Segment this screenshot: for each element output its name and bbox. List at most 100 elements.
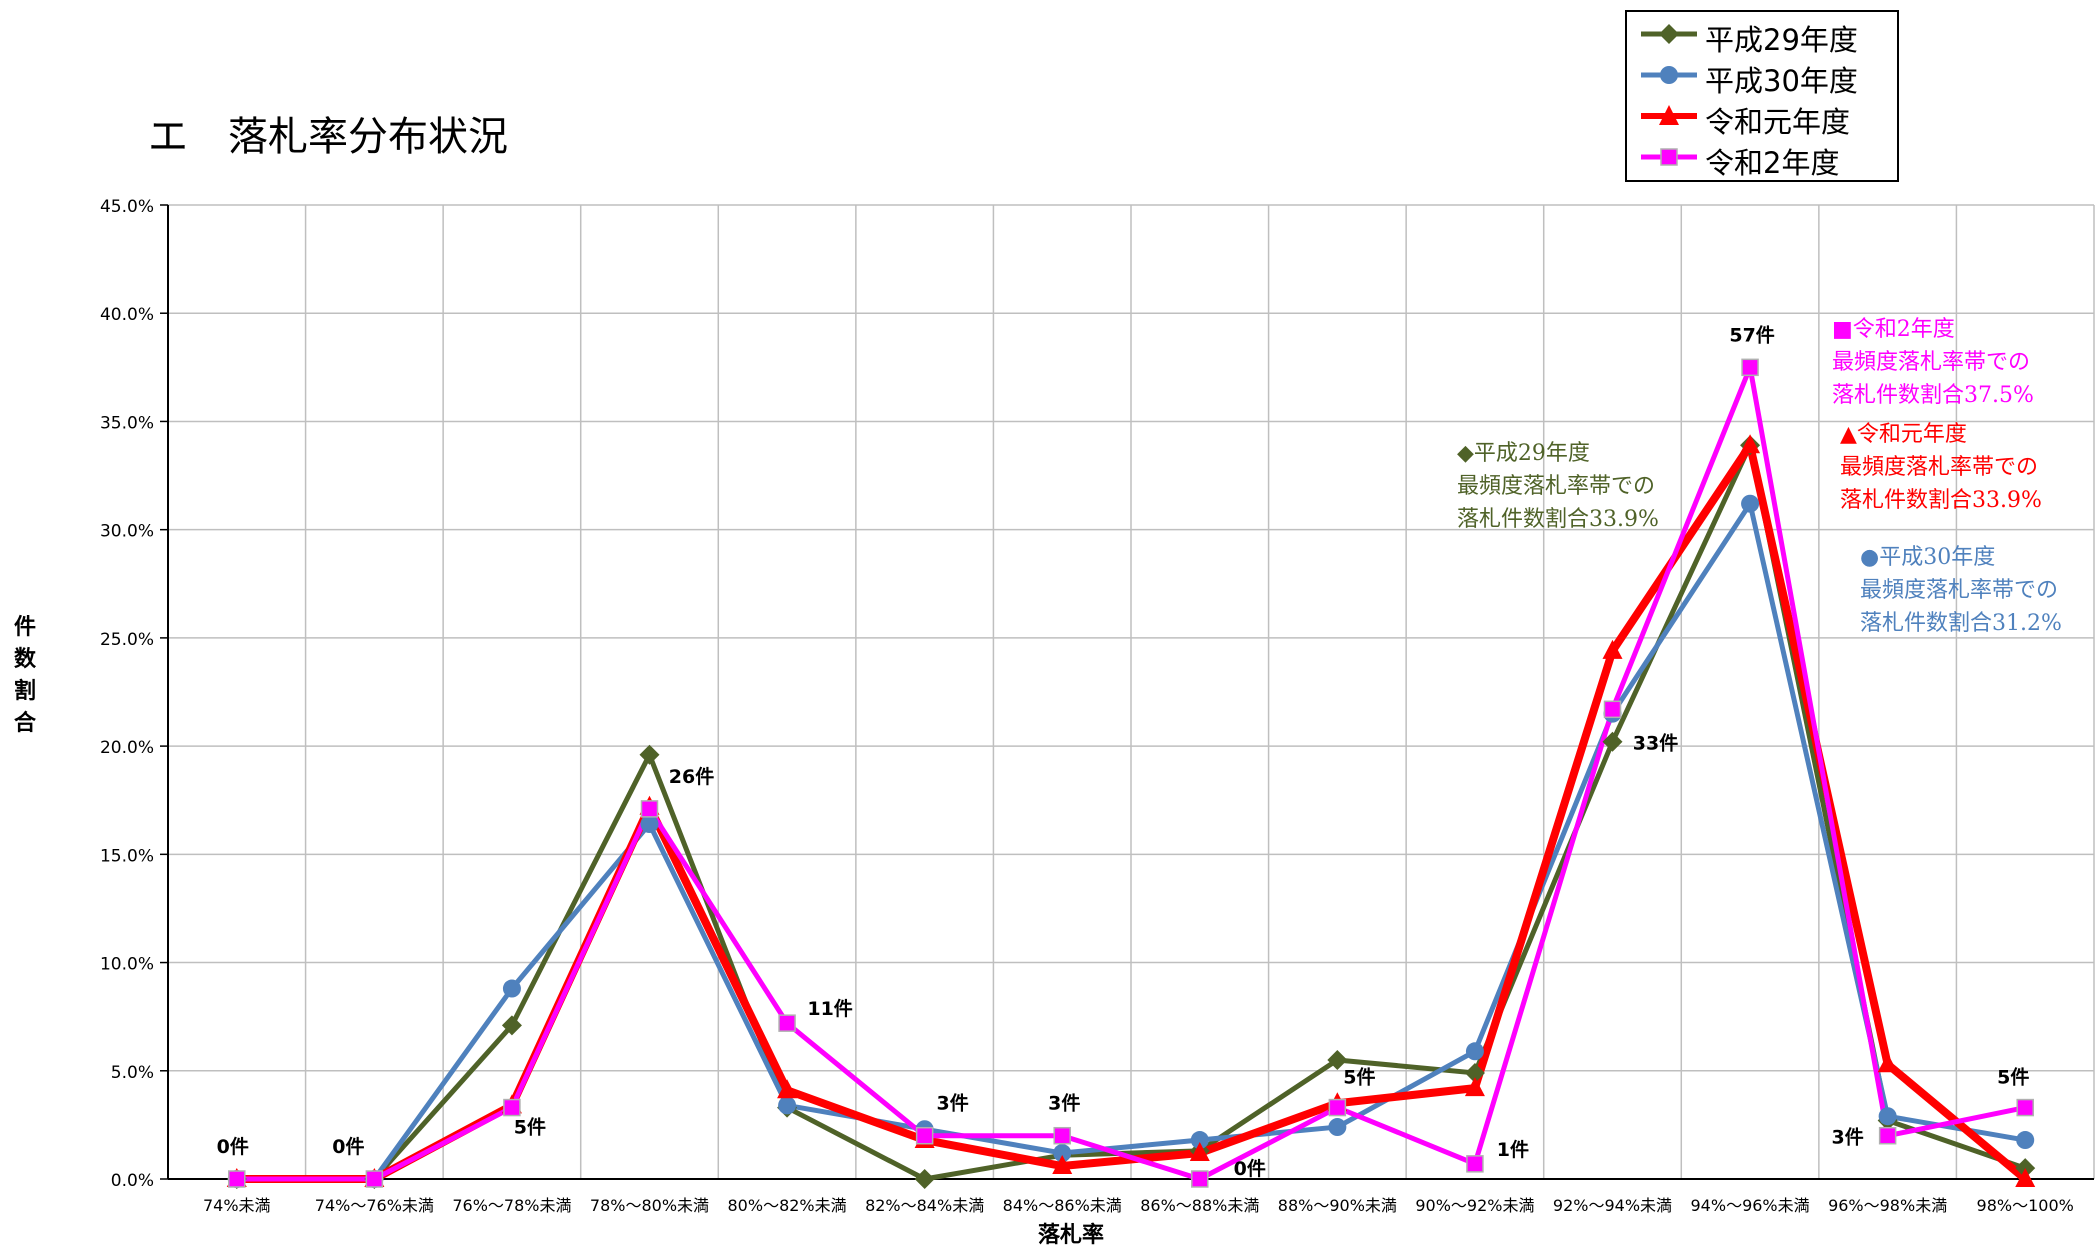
data-label: 0件 <box>332 1135 364 1158</box>
data-label: 5件 <box>1343 1066 1375 1089</box>
square-icon: ■ <box>1832 317 1853 342</box>
annotation-line: 最頻度落札率帯での <box>1832 350 2031 375</box>
annotation-line: 最頻度落札率帯での <box>1840 455 2039 480</box>
data-label: 3件 <box>1832 1126 1864 1149</box>
data-point-square <box>1603 700 1622 719</box>
data-point-circle <box>1328 1118 1347 1137</box>
x-tick-label: 74%未満 <box>203 1196 271 1215</box>
data-point-circle <box>1878 1107 1897 1126</box>
data-label: 5件 <box>1997 1066 2029 1089</box>
grid-lines <box>168 204 2095 1179</box>
y-tick-label: 5.0% <box>111 1063 154 1083</box>
x-tick-label: 90%～92%未満 <box>1415 1196 1534 1215</box>
x-tick-label: 94%～96%未満 <box>1691 1196 1810 1215</box>
data-point-triangle <box>1189 1142 1210 1162</box>
y-tick-label: 25.0% <box>100 630 154 650</box>
y-tick-label: 15.0% <box>100 846 154 866</box>
data-point-triangle <box>777 1079 798 1099</box>
data-point-square <box>1053 1126 1071 1145</box>
data-point-circle <box>502 979 521 998</box>
data-point-diamond <box>501 1015 522 1036</box>
data-point-square <box>503 1098 521 1117</box>
data-point-square <box>1191 1170 1209 1188</box>
series-line <box>236 501 2026 1182</box>
data-point-square <box>640 800 659 818</box>
data-label: 57件 <box>1729 323 1774 346</box>
data-point-circle <box>1741 494 1760 513</box>
annotation-title: 平成30年度 <box>1879 545 1996 570</box>
legend-label: 令和元年度 <box>1705 105 1851 139</box>
data-point-square <box>1878 1126 1897 1145</box>
annotation-h30: ●平成30年度 最頻度落札率帯での 落札件数割合31.2% <box>1860 541 2062 640</box>
data-point-circle <box>778 1096 797 1115</box>
x-tick-label: 74%～76%未満 <box>315 1196 434 1215</box>
x-tick-label: 98%～100% <box>1977 1196 2074 1215</box>
data-point-square <box>2016 1098 2034 1117</box>
x-tick-label: 76%～78%未満 <box>452 1196 571 1215</box>
circle-marker-icon <box>1641 66 1697 84</box>
y-tick-label: 0.0% <box>111 1171 154 1191</box>
annotation-h29: ◆平成29年度 最頻度落札率帯での 落札件数割合33.9% <box>1457 437 1659 536</box>
annotation-line: 最頻度落札率帯での <box>1860 578 2059 603</box>
data-point-square <box>1328 1098 1347 1117</box>
data-point-diamond <box>1464 1062 1485 1083</box>
diamond-marker-icon <box>1641 24 1697 44</box>
x-tick-label: 86%～88%未満 <box>1140 1196 1259 1215</box>
axes: 0.0% 5.0% 10.0% 15.0% 20.0% 25.0% 30.0% 35.0% 40… <box>100 197 2094 1215</box>
annotation-line: 落札件数割合37.5% <box>1832 383 2034 408</box>
x-tick-label: 84%～86%未満 <box>1003 1196 1122 1215</box>
circle-icon: ● <box>1860 545 1880 570</box>
page-title: エ 落札率分布状況 <box>148 114 508 160</box>
data-point-triangle <box>2015 1168 2036 1187</box>
annotation-line: 落札件数割合33.9% <box>1457 507 1659 532</box>
legend-item-r1: 令和元年度 <box>1627 96 1897 139</box>
legend-label: 平成29年度 <box>1705 23 1858 57</box>
data-point-circle <box>1053 1144 1072 1163</box>
legend-item-h30: 平成30年度 <box>1627 55 1897 98</box>
data-labels: 0件 0件 5件 26件 11件 3件 3件 0件 5件 1件 33件 57件 3件 5件 <box>217 323 2030 1180</box>
data-point-circle <box>2016 1131 2035 1150</box>
data-point-square <box>365 1170 384 1188</box>
diamond-icon: ◆ <box>1457 441 1474 466</box>
y-tick-label: 35.0% <box>100 413 154 433</box>
legend-item-h29: 平成29年度 <box>1627 14 1897 57</box>
series-lines <box>236 364 2028 1183</box>
annotation-r1: ▲令和元年度 最頻度落札率帯での 落札件数割合33.9% <box>1840 418 2042 517</box>
data-point-diamond <box>914 1169 935 1189</box>
square-marker-icon <box>1641 148 1697 166</box>
data-label: 0件 <box>1234 1157 1266 1180</box>
data-point-diamond <box>1327 1049 1348 1070</box>
data-point-triangle <box>1740 434 1761 454</box>
legend: 平成29年度 平成30年度 令和元年度 令和2年度 <box>1625 10 1899 182</box>
data-label: 5件 <box>514 1116 546 1139</box>
data-point-square <box>778 1014 796 1032</box>
data-point-triangle <box>1877 1053 1898 1073</box>
triangle-marker-icon <box>1641 105 1697 125</box>
data-point-square <box>1741 358 1759 377</box>
data-point-square <box>1466 1155 1484 1173</box>
series-line <box>236 364 2026 1182</box>
x-tick-label: 78%～80%未満 <box>590 1196 709 1215</box>
annotation-line: 最頻度落札率帯での <box>1457 474 1656 499</box>
triangle-icon: ▲ <box>1840 422 1857 447</box>
x-tick-label: 80%～82%未満 <box>728 1196 847 1215</box>
data-label: 33件 <box>1633 731 1678 754</box>
legend-item-r2: 令和2年度 <box>1627 137 1897 180</box>
y-tick-label: 45.0% <box>100 197 154 217</box>
data-point-square <box>915 1126 934 1145</box>
y-tick-label: 20.0% <box>100 738 154 758</box>
y-tick-label: 30.0% <box>100 522 154 542</box>
data-point-diamond <box>639 744 660 765</box>
legend-label: 令和2年度 <box>1705 146 1840 180</box>
annotation-title: 平成29年度 <box>1473 441 1590 466</box>
data-point-diamond <box>1602 731 1623 752</box>
data-point-triangle <box>1052 1155 1073 1175</box>
x-tick-label: 96%～98%未満 <box>1828 1196 1947 1215</box>
data-label: 26件 <box>669 765 714 788</box>
annotation-r2: ■令和2年度 最頻度落札率帯での 落札件数割合37.5% <box>1832 313 2034 412</box>
data-label: 11件 <box>807 997 852 1020</box>
data-label: 3件 <box>937 1092 969 1115</box>
annotation-line: 落札件数割合31.2% <box>1860 611 2062 636</box>
data-point-circle <box>1190 1131 1209 1150</box>
